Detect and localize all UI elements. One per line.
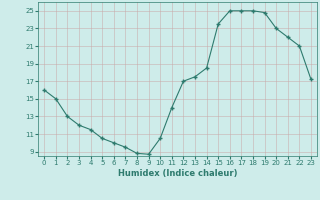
X-axis label: Humidex (Indice chaleur): Humidex (Indice chaleur): [118, 169, 237, 178]
